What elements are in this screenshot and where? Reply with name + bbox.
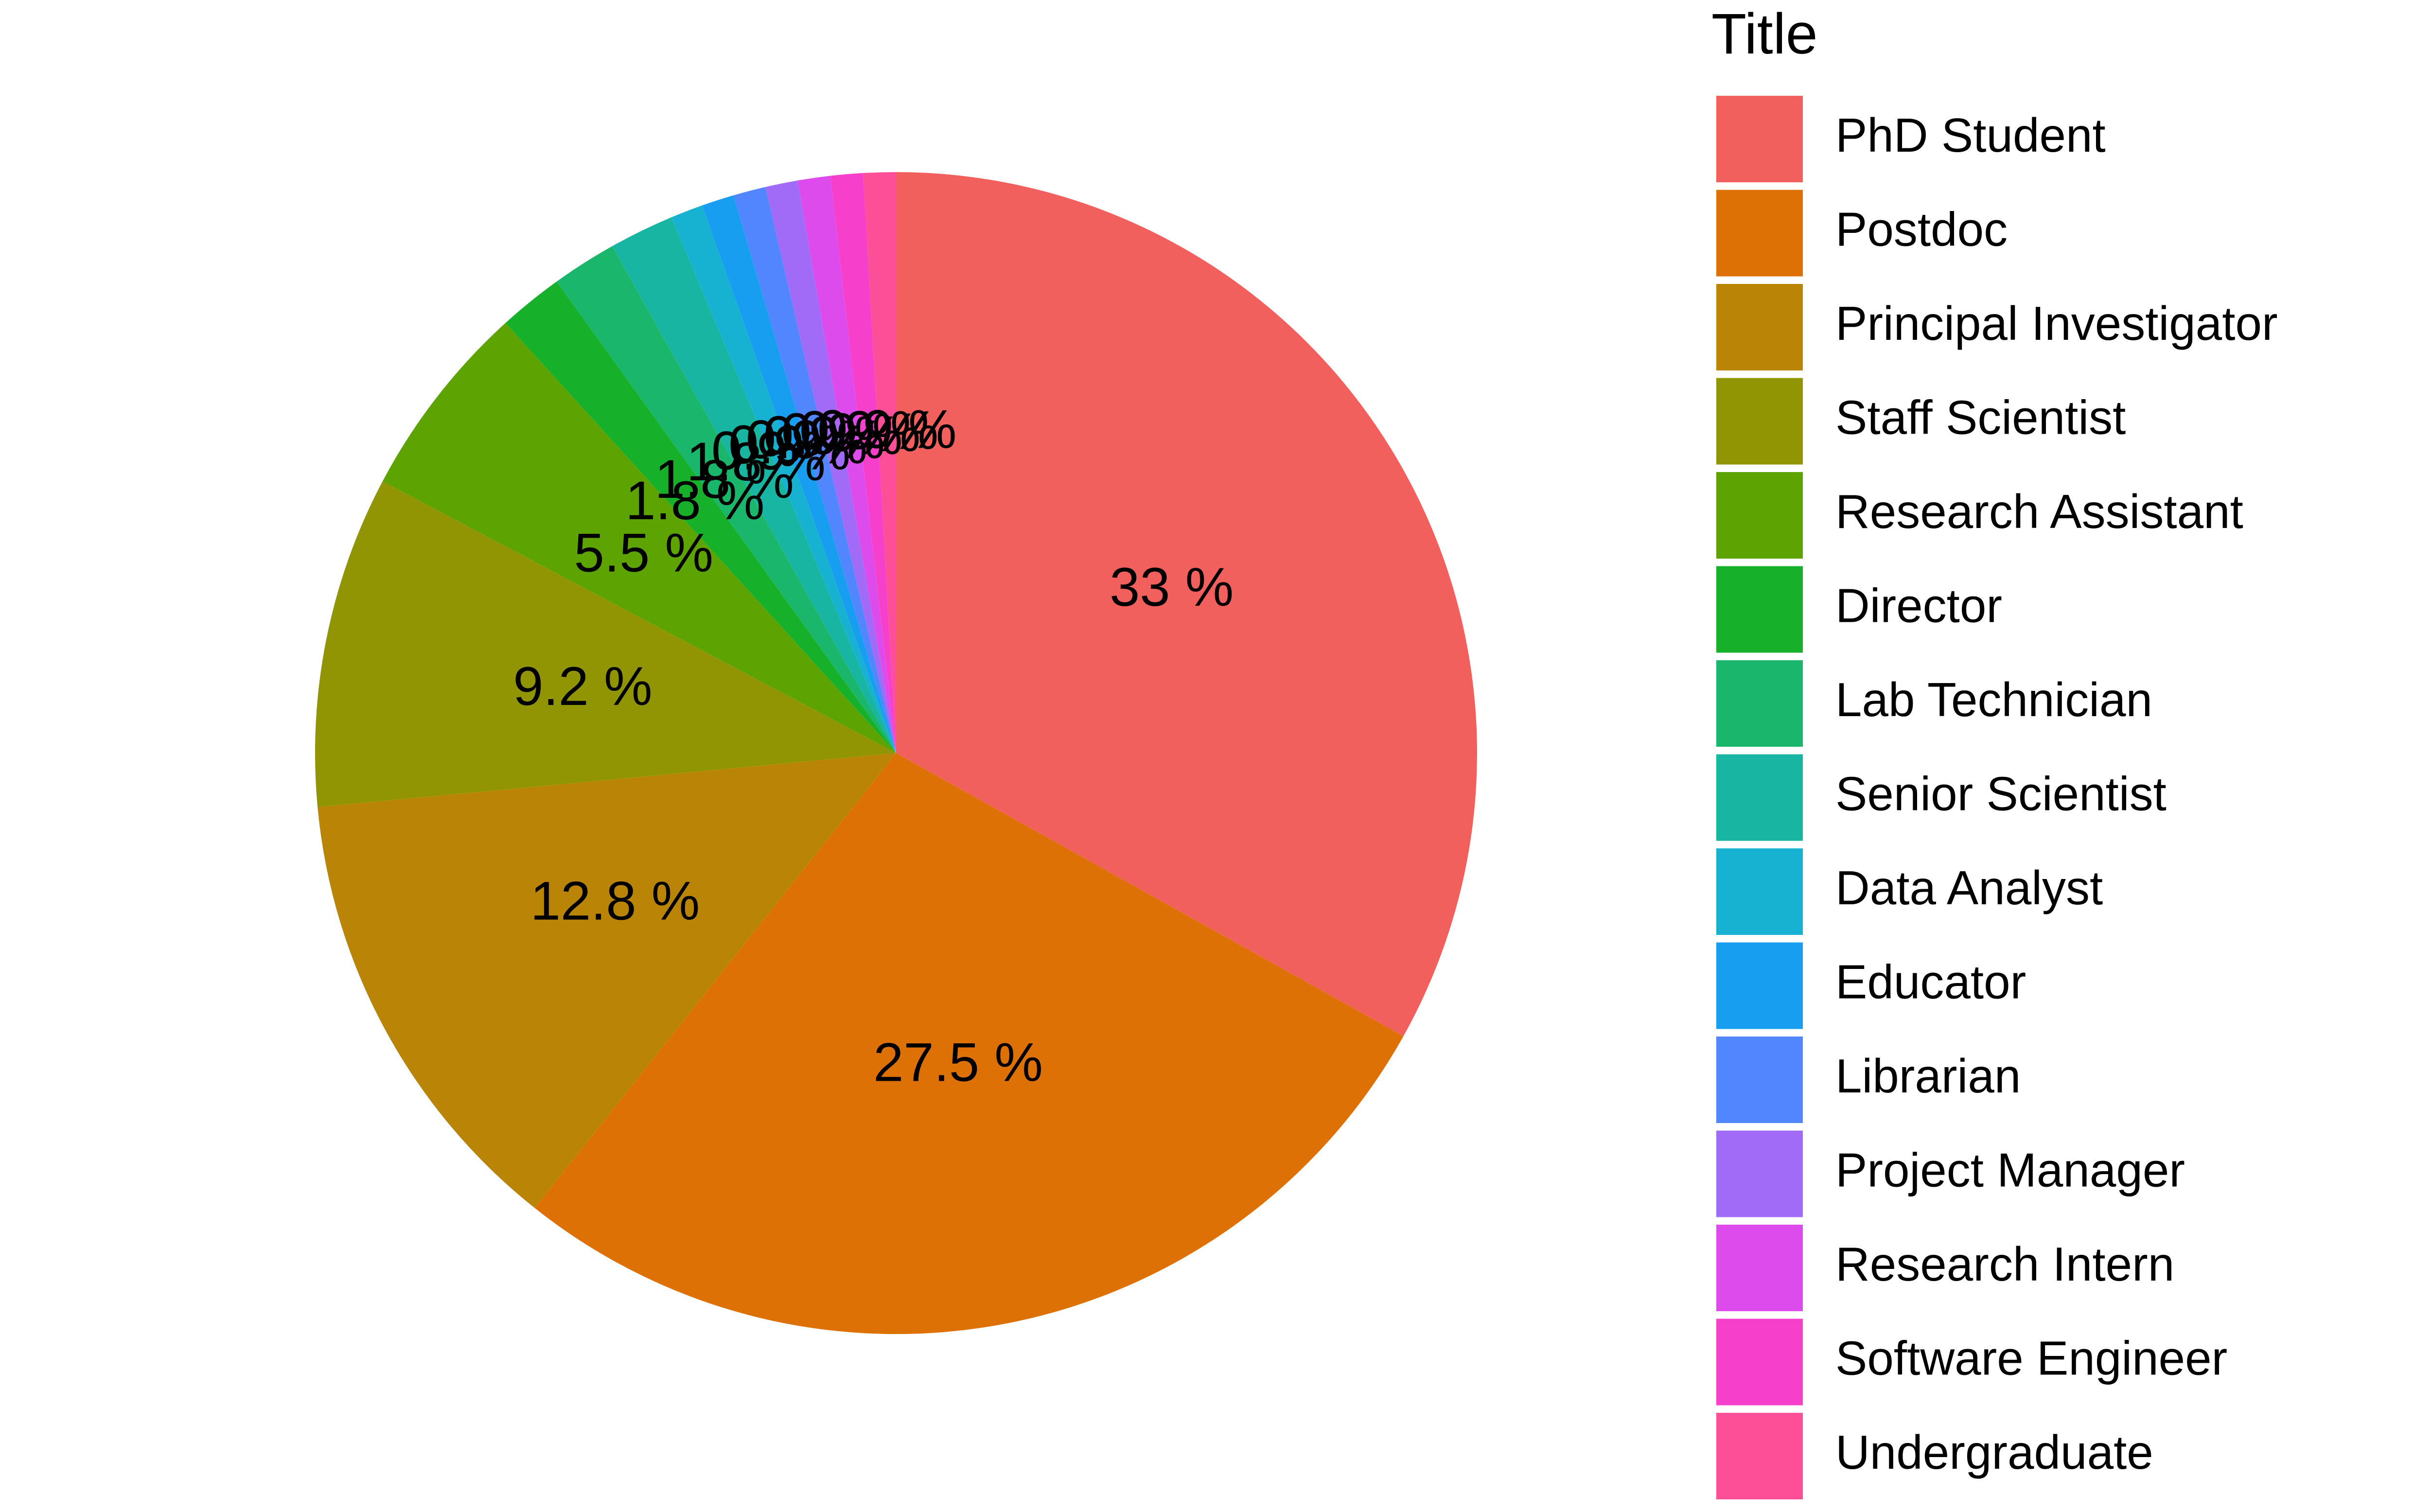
legend-key-librarian (1716, 1037, 1803, 1123)
legend-key-lab-technician (1716, 660, 1803, 747)
legend-label-librarian: Librarian (1835, 1049, 2021, 1103)
pie-label-staff-scientist: 9.2 % (513, 656, 652, 717)
pie-slice-postdoc (534, 753, 1404, 1334)
pie-slice-principal-investigator (317, 753, 896, 1208)
pie-slice-undergraduate (863, 172, 896, 753)
legend-label-research-intern: Research Intern (1835, 1237, 2174, 1291)
pie-label-project-manager: 0.9 % (763, 405, 902, 466)
pie-label-lab-technician: 1.8 % (655, 449, 794, 510)
legend-label-phd-student: PhD Student (1835, 108, 2106, 162)
pie-label-librarian: 0.9 % (746, 409, 885, 470)
legend-label-principal-investigator: Principal Investigator (1835, 297, 2278, 350)
legend-label-director: Director (1835, 579, 2002, 632)
legend-key-senior-scientist (1716, 754, 1803, 841)
pie-slice-research-assistant (382, 323, 896, 753)
legend-key-project-manager (1716, 1130, 1803, 1217)
legend-label-research-assistant: Research Assistant (1835, 485, 2243, 538)
pie-slice-director (505, 281, 896, 753)
legend-label-lab-technician: Lab Technician (1835, 673, 2152, 726)
legend-label-undergraduate: Undergraduate (1835, 1425, 2153, 1479)
pie-slice-staff-scientist (315, 481, 896, 807)
pie-label-senior-scientist: 1.8 % (687, 431, 826, 492)
pie-slice-phd-student (896, 172, 1477, 1037)
pie-label-educator: 0.9 % (728, 414, 867, 475)
pie-slice-librarian (733, 187, 896, 754)
legend-key-data-analyst (1716, 848, 1803, 935)
legend-label-educator: Educator (1835, 955, 2026, 1008)
legend-label-software-engineer: Software Engineer (1835, 1331, 2227, 1385)
pie-slice-software-engineer (830, 173, 896, 754)
legend-label-staff-scientist: Staff Scientist (1835, 390, 2126, 444)
pie-slice-educator (702, 195, 896, 753)
pie-label-research-assistant: 5.5 % (574, 523, 713, 583)
pie-label-data-analyst: 0.9 % (711, 420, 850, 481)
legend-key-staff-scientist (1716, 378, 1803, 465)
legend-key-phd-student (1716, 96, 1803, 182)
legend-label-project-manager: Project Manager (1835, 1143, 2185, 1196)
pie-slice-project-manager (765, 180, 896, 754)
pie-label-phd-student: 33 % (1110, 557, 1233, 617)
pie-labels: 33 %27.5 %12.8 %9.2 %5.5 %1.8 %1.8 %1.8 … (513, 399, 1233, 1093)
legend-label-senior-scientist: Senior Scientist (1835, 767, 2167, 820)
pie-label-software-engineer: 0.9 % (799, 400, 938, 461)
pie-label-research-intern: 0.9 % (781, 402, 920, 463)
legend-title: Title (1711, 2, 1818, 66)
legend-key-research-intern (1716, 1225, 1803, 1311)
legend-key-software-engineer (1716, 1319, 1803, 1406)
legend-key-postdoc (1716, 190, 1803, 277)
pie-slice-senior-scientist (612, 217, 896, 753)
legend-key-director (1716, 566, 1803, 653)
legend-key-principal-investigator (1716, 284, 1803, 370)
legend-key-educator (1716, 942, 1803, 1029)
legend: Title PhD Student Postdoc Principal Invest… (1711, 2, 2278, 1499)
pie-slices (315, 172, 1477, 1334)
pie-slice-research-intern (797, 176, 896, 754)
pie-slice-data-analyst (671, 205, 896, 753)
pie-label-postdoc: 27.5 % (873, 1032, 1043, 1092)
pie-slice-lab-technician (556, 246, 896, 754)
pie-label-undergraduate: 0.9 % (817, 399, 956, 460)
legend-key-research-assistant (1716, 472, 1803, 559)
legend-label-postdoc: Postdoc (1835, 202, 2008, 256)
pie-label-principal-investigator: 12.8 % (530, 871, 700, 932)
pie-label-director: 1.8 % (625, 470, 764, 531)
legend-label-data-analyst: Data Analyst (1835, 861, 2103, 914)
legend-key-undergraduate (1716, 1413, 1803, 1499)
